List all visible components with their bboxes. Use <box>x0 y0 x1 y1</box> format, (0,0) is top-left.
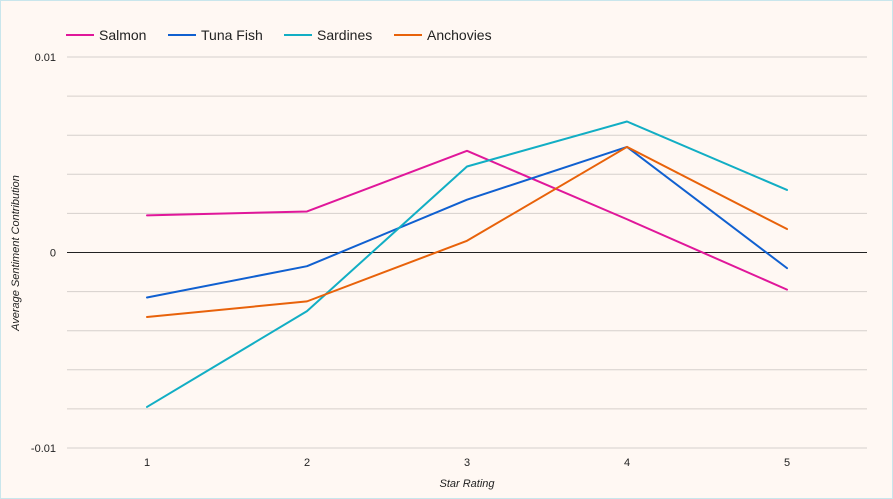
x-tick-label: 3 <box>464 457 470 469</box>
series-lines <box>146 120 788 408</box>
y-tick-label: 0.01 <box>35 52 56 64</box>
legend-label: Sardines <box>317 27 372 43</box>
x-tick-label: 4 <box>624 457 630 469</box>
series-line-salmon <box>146 149 788 291</box>
series-line-anchovies <box>146 145 788 319</box>
legend: Salmon Tuna Fish Sardines Anchovies <box>66 27 492 43</box>
y-tick-label: 0 <box>50 248 56 260</box>
legend-label: Salmon <box>99 27 146 43</box>
x-axis-ticks: 1 2 3 4 5 <box>144 457 790 469</box>
y-axis-ticks: 0.01 0 -0.01 <box>31 52 56 455</box>
x-tick-label: 1 <box>144 457 150 469</box>
y-tick-label: -0.01 <box>31 443 56 455</box>
legend-item-tuna-fish: Tuna Fish <box>168 27 263 43</box>
series-line-sardines <box>146 120 788 408</box>
series-line-tuna-fish <box>146 145 788 299</box>
legend-label: Tuna Fish <box>201 27 263 43</box>
y-axis-title: Average Sentiment Contribution <box>10 175 22 332</box>
x-tick-label: 2 <box>304 457 310 469</box>
legend-label: Anchovies <box>427 27 492 43</box>
legend-item-sardines: Sardines <box>284 27 372 43</box>
legend-item-salmon: Salmon <box>66 27 146 43</box>
legend-item-anchovies: Anchovies <box>394 27 492 43</box>
x-axis-title: Star Rating <box>439 478 495 490</box>
x-tick-label: 5 <box>784 457 790 469</box>
